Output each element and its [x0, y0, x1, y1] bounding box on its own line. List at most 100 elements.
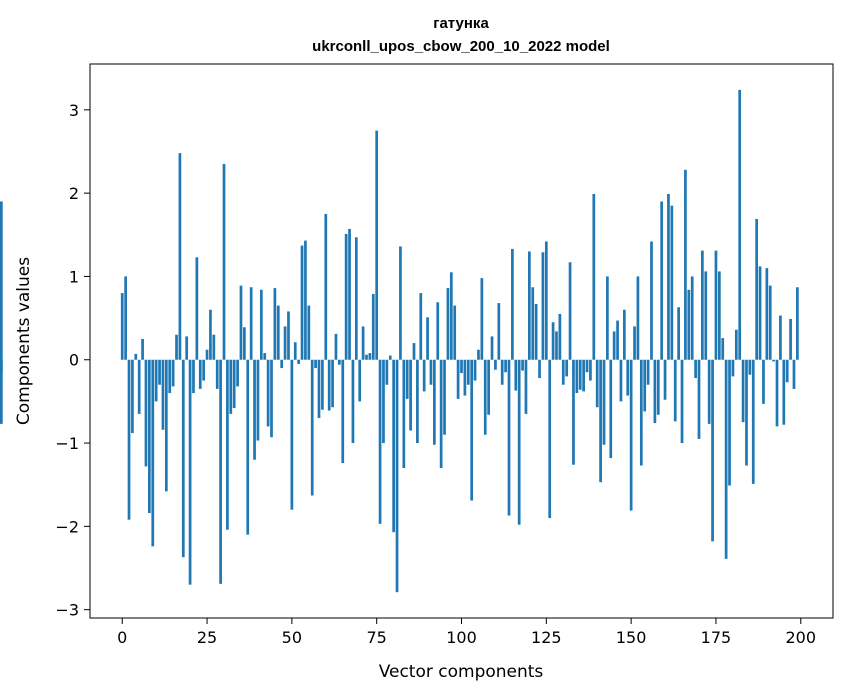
bar-13: [164, 359, 168, 492]
bar-162: [670, 205, 674, 360]
bar-107: [483, 359, 487, 435]
bar-85: [409, 359, 412, 431]
bar-147: [619, 359, 623, 402]
bar-172: [704, 271, 708, 360]
x-tick-label: 50: [282, 628, 302, 647]
bar-100: [460, 359, 463, 374]
bar-64: [338, 359, 341, 365]
bar-19: [185, 336, 189, 360]
x-tick-label: 200: [785, 628, 816, 647]
bar-135: [578, 359, 582, 390]
bar-184: [745, 359, 748, 466]
bar-35: [239, 285, 243, 360]
bar-4: [134, 353, 138, 360]
bar-134: [575, 359, 579, 394]
bar-8: [148, 359, 151, 514]
bar-3: [131, 359, 134, 434]
bar-189: [762, 359, 765, 404]
bar-94: [439, 359, 443, 469]
bar-158: [656, 359, 660, 415]
bar-118: [521, 359, 524, 371]
bar-23: [198, 359, 202, 389]
bar-128: [555, 331, 558, 360]
bar-178: [724, 359, 728, 559]
bar-55: [307, 305, 311, 360]
bar-109: [490, 336, 494, 360]
bar-79: [388, 355, 392, 360]
bar-133: [572, 359, 575, 465]
bar-151: [633, 326, 636, 360]
bar-129: [558, 313, 562, 360]
bar-171: [701, 250, 704, 360]
bar-71: [361, 326, 365, 360]
bar-5: [137, 359, 141, 414]
bar-111: [497, 303, 501, 360]
bar-150: [629, 359, 633, 511]
bar-114: [507, 359, 511, 516]
bar-68: [351, 359, 355, 444]
bar-191: [768, 285, 772, 360]
bar-39: [253, 359, 256, 460]
bar-98: [453, 305, 457, 360]
bar-82: [399, 246, 402, 360]
bar-176: [717, 271, 721, 360]
x-tick-label: 100: [446, 628, 477, 647]
bar-160: [663, 359, 667, 400]
bar-undefined: [0, 359, 3, 424]
bar-193: [775, 359, 779, 427]
bar-76: [378, 359, 382, 524]
bar-66: [344, 233, 348, 360]
bar-69: [354, 237, 358, 360]
y-tick-label: 2: [69, 184, 79, 203]
bar-165: [680, 359, 684, 444]
bar-179: [728, 359, 731, 486]
bar-42: [263, 353, 267, 360]
bar-58: [317, 359, 321, 419]
bar-108: [487, 359, 490, 415]
bar-81: [395, 359, 399, 593]
bar-10: [154, 359, 158, 402]
bar-20: [188, 359, 192, 585]
bar-28: [215, 359, 219, 389]
bar-34: [236, 359, 239, 387]
bar-59: [321, 359, 324, 410]
bar-110: [494, 359, 497, 370]
x-axis-label: Vector components: [379, 662, 544, 682]
bar-170: [697, 359, 701, 439]
bar-57: [314, 359, 317, 369]
bar-132: [568, 262, 572, 360]
bar-22: [195, 257, 199, 360]
y-tick-label: 1: [69, 267, 79, 286]
bar-174: [711, 359, 714, 542]
bar-188: [758, 266, 762, 360]
bar-113: [504, 359, 507, 373]
bar-182: [738, 89, 742, 360]
x-tick-label: 25: [197, 628, 217, 647]
bar-167: [687, 289, 691, 360]
bar-88: [419, 293, 423, 360]
bar-96: [446, 288, 450, 360]
bar-92: [433, 359, 436, 445]
bar-102: [466, 359, 470, 385]
bar-126: [548, 359, 552, 519]
bar-27: [212, 334, 216, 360]
bar-106: [480, 278, 484, 360]
bar-149: [626, 359, 630, 396]
bar-166: [684, 169, 687, 360]
y-axis-label: Components values: [14, 257, 34, 425]
bar-124: [541, 252, 545, 360]
bar-84: [405, 359, 409, 399]
bar-77: [382, 359, 385, 444]
y-tick-label: 0: [69, 351, 79, 370]
bar-163: [673, 359, 677, 422]
bar-29: [219, 359, 222, 584]
bar-103: [470, 359, 474, 501]
x-tick-label: 175: [701, 628, 732, 647]
bar-43: [266, 359, 270, 427]
bar-173: [707, 359, 711, 424]
y-axis-ticks: −3 −2 −1 0 1 2 3: [55, 101, 90, 620]
bar-148: [622, 309, 626, 360]
bar-25: [205, 349, 209, 360]
y-tick-label: 3: [69, 101, 79, 120]
